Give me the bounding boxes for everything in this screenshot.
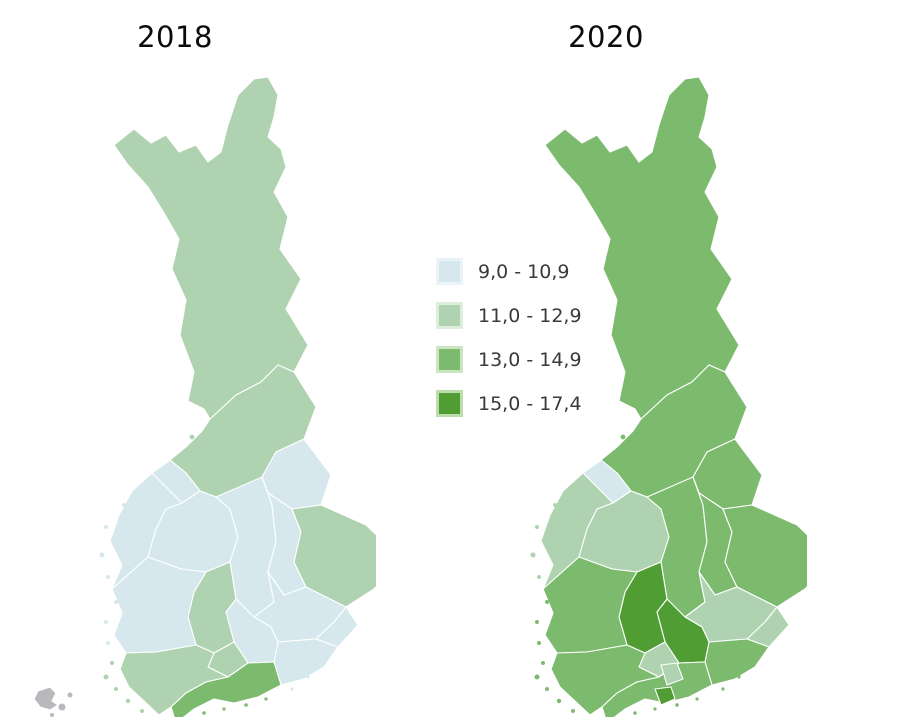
region-keski-uusimaa: [660, 662, 684, 686]
coast-island: [530, 552, 536, 558]
coast-island: [620, 434, 626, 440]
coast-island: [535, 620, 539, 624]
coast-island: [535, 525, 539, 529]
coast-island: [140, 709, 144, 713]
legend-swatch: [436, 258, 463, 285]
legend-swatch: [436, 346, 463, 373]
legend-label: 15,0 - 17,4: [478, 392, 582, 415]
finland-geometry: [33, 76, 376, 717]
legend-item: 13,0 - 14,9: [436, 346, 582, 373]
legend-item: 9,0 - 10,9: [436, 258, 582, 285]
legend-item: 15,0 - 17,4: [436, 390, 582, 417]
coast-island: [721, 687, 725, 691]
map-title-2018: 2018: [137, 20, 213, 54]
coast-island: [695, 697, 699, 701]
region-satakunta: [542, 556, 638, 654]
coast-island: [99, 552, 105, 558]
finland-map-2020: [530, 76, 807, 717]
region-ahvenanmaa: [33, 686, 59, 711]
coast-island: [553, 503, 557, 507]
coast-island: [571, 709, 575, 713]
coast-island: [106, 641, 110, 645]
coast-island: [545, 600, 549, 604]
coast-island: [534, 674, 540, 680]
coast-island: [675, 703, 679, 707]
finland-map-2018: [33, 76, 376, 717]
coast-island: [202, 711, 206, 715]
aland-island: [50, 713, 54, 717]
legend-item: 11,0 - 12,9: [436, 302, 582, 329]
coast-island: [125, 698, 131, 704]
coast-island: [114, 600, 118, 604]
coast-island: [110, 661, 114, 665]
coast-island: [106, 575, 110, 579]
coast-island: [244, 703, 248, 707]
legend-swatch: [436, 302, 463, 329]
region-pohjois-karjala: [291, 504, 376, 608]
coast-island: [122, 503, 126, 507]
region-satakunta: [111, 556, 207, 654]
aland-island: [67, 692, 73, 698]
legend-label: 13,0 - 14,9: [478, 348, 582, 371]
aland-island: [58, 703, 66, 711]
coast-island: [104, 620, 108, 624]
coast-island: [104, 525, 108, 529]
coast-island: [222, 707, 226, 711]
coast-island: [556, 698, 562, 704]
region-kymenlaakso: [704, 638, 770, 686]
coast-island: [541, 661, 545, 665]
coast-island: [189, 434, 195, 440]
coast-island: [653, 707, 657, 711]
region-pohjois-karjala: [722, 504, 807, 608]
legend-label: 9,0 - 10,9: [478, 260, 570, 283]
coast-island: [290, 687, 294, 691]
legend-label: 11,0 - 12,9: [478, 304, 582, 327]
region-lappi: [544, 76, 740, 420]
region-uusimaa: [170, 661, 282, 717]
region-kymenlaakso: [273, 638, 339, 686]
coast-island: [264, 697, 268, 701]
legend: 9,0 - 10,9 11,0 - 12,9 13,0 - 14,9 15,0 - 1…: [436, 258, 582, 434]
finland-geometry: [530, 76, 807, 717]
coast-island: [537, 575, 541, 579]
map-title-2020: 2020: [568, 20, 644, 54]
coast-island: [537, 641, 541, 645]
legend-swatch: [436, 390, 463, 417]
coast-island: [633, 711, 637, 715]
coast-island: [103, 674, 109, 680]
coast-island: [737, 675, 741, 679]
coast-island: [306, 675, 310, 679]
region-helsinki: [654, 686, 676, 706]
coast-island: [114, 687, 118, 691]
region-lappi: [113, 76, 309, 420]
coast-island: [545, 687, 549, 691]
